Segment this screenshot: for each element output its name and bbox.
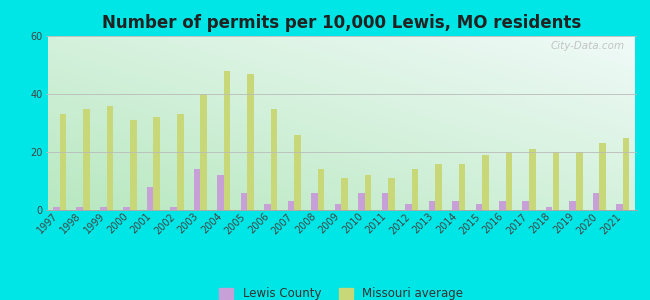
Bar [194, 169, 200, 210]
Bar [200, 94, 207, 210]
Bar [335, 204, 341, 210]
Bar [499, 201, 506, 210]
Bar [217, 175, 224, 210]
Bar [107, 106, 113, 210]
Bar [546, 207, 552, 210]
Bar [382, 193, 388, 210]
Bar [130, 120, 136, 210]
Bar [265, 204, 271, 210]
Bar [616, 204, 623, 210]
Bar [294, 135, 301, 210]
Bar [53, 207, 60, 210]
Bar [428, 201, 435, 210]
Bar [459, 164, 465, 210]
Bar [576, 152, 582, 210]
Bar [365, 175, 371, 210]
Bar [77, 207, 83, 210]
Bar [482, 155, 489, 210]
Bar [506, 152, 512, 210]
Bar [240, 193, 248, 210]
Bar [593, 193, 599, 210]
Bar [311, 193, 318, 210]
Bar [100, 207, 107, 210]
Bar [318, 169, 324, 210]
Bar [552, 152, 559, 210]
Bar [523, 201, 529, 210]
Bar [435, 164, 442, 210]
Bar [60, 114, 66, 210]
Bar [388, 178, 395, 210]
Bar [411, 169, 418, 210]
Bar [341, 178, 348, 210]
Bar [405, 204, 411, 210]
Bar [288, 201, 294, 210]
Bar [248, 74, 254, 210]
Legend: Lewis County, Missouri average: Lewis County, Missouri average [214, 283, 468, 300]
Bar [177, 114, 183, 210]
Bar [476, 204, 482, 210]
Bar [147, 187, 153, 210]
Bar [569, 201, 576, 210]
Bar [83, 109, 90, 210]
Text: City-Data.com: City-Data.com [551, 41, 625, 51]
Bar [170, 207, 177, 210]
Bar [623, 137, 629, 210]
Title: Number of permits per 10,000 Lewis, MO residents: Number of permits per 10,000 Lewis, MO r… [101, 14, 581, 32]
Bar [358, 193, 365, 210]
Bar [599, 143, 606, 210]
Bar [452, 201, 459, 210]
Bar [529, 149, 536, 210]
Bar [271, 109, 278, 210]
Bar [124, 207, 130, 210]
Bar [153, 117, 160, 210]
Bar [224, 71, 231, 210]
